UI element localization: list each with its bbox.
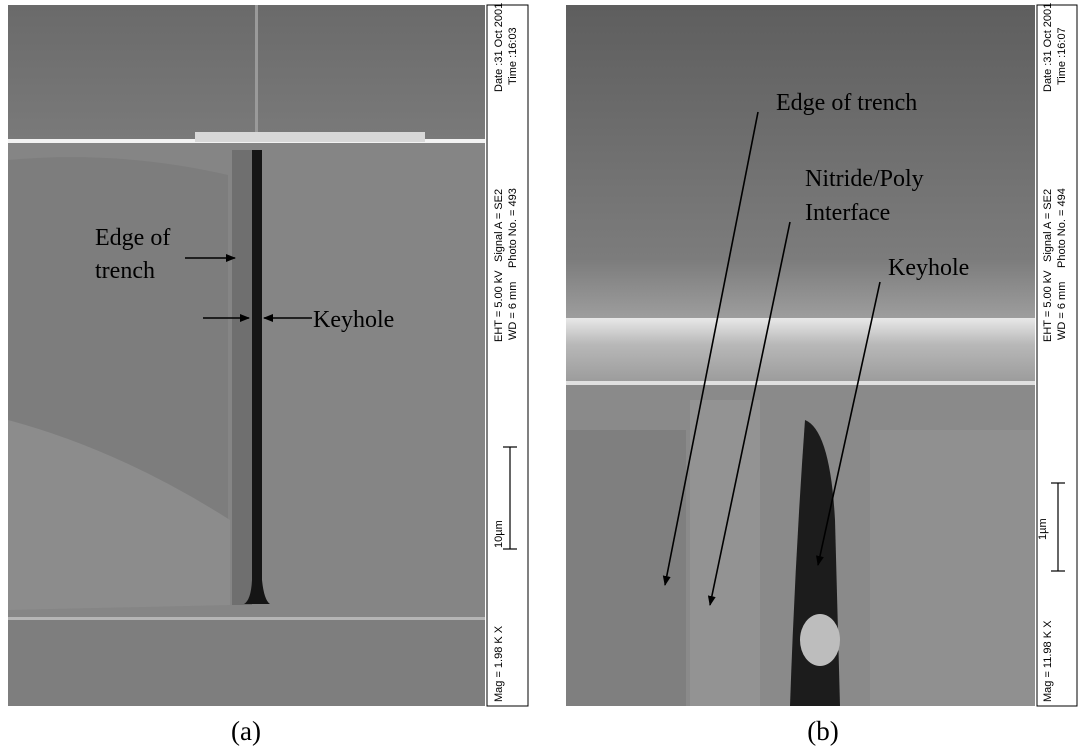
info-eht: EHT = 5.00 kV (1042, 270, 1054, 342)
scale-label: 10µm (493, 520, 505, 548)
panel-label: (a) (231, 716, 261, 746)
annotation: trench (95, 258, 155, 284)
scale-label: 1µm (1037, 518, 1049, 540)
info-signal: Signal A = SE2 (1042, 189, 1054, 262)
annotation: Keyhole (888, 255, 969, 281)
annotation: Interface (805, 200, 890, 226)
info-strip-b (1037, 5, 1077, 706)
figure: Date :31 Oct 2001 Time :16:03 Signal A =… (0, 0, 1081, 748)
info-mag: Mag = 11.98 K X (1042, 620, 1054, 702)
info-mag: Mag = 1.98 K X (493, 625, 505, 702)
annotation: Nitride/Poly (805, 166, 924, 192)
info-signal: Signal A = SE2 (493, 189, 505, 262)
annotation: Edge of (95, 225, 170, 251)
info-eht: EHT = 5.00 kV (493, 270, 505, 342)
info-photo: Photo No. = 494 (1056, 188, 1068, 268)
info-time: Time :16:03 (507, 27, 519, 85)
annotation: Keyhole (313, 307, 394, 333)
info-date: Date :31 Oct 2001 (1042, 3, 1054, 92)
info-wd: WD = 6 mm (1056, 282, 1068, 340)
info-photo: Photo No. = 493 (507, 188, 519, 268)
info-date: Date :31 Oct 2001 (493, 3, 505, 92)
annotation: Edge of trench (776, 90, 917, 116)
info-strip-a (487, 5, 528, 706)
info-time: Time :16:07 (1056, 27, 1068, 85)
sem-image-a (8, 5, 485, 706)
info-wd: WD = 6 mm (507, 282, 519, 340)
panel-label: (b) (807, 716, 838, 746)
